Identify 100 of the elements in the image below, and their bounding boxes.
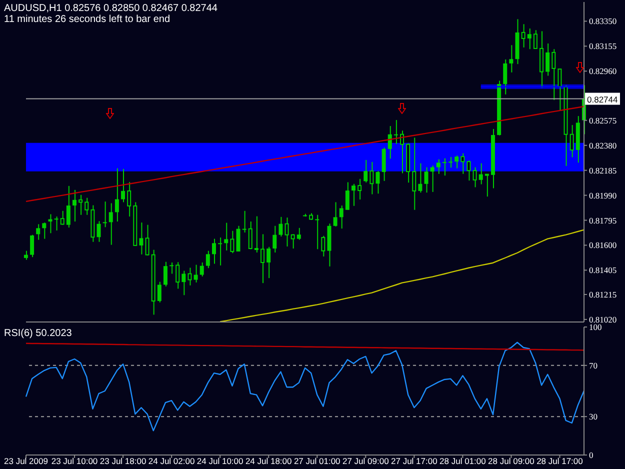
candlestick: [388, 126, 392, 160]
y-tick-label: 0: [589, 450, 594, 460]
candlestick: [121, 168, 126, 203]
candlestick: [139, 222, 144, 255]
candlestick: [321, 235, 326, 257]
candlestick: [278, 216, 283, 237]
candlestick: [248, 221, 252, 250]
y-tick-label: 0.81215: [589, 289, 617, 300]
y-tick-label: 0.82575: [589, 115, 617, 126]
y-tick-label: 0.83350: [589, 16, 617, 26]
candlestick: [163, 261, 168, 287]
candlestick: [358, 178, 362, 200]
candlestick: [206, 250, 210, 269]
candlestick: [127, 181, 132, 218]
candlestick: [339, 205, 344, 230]
candlestick: [230, 230, 234, 254]
candlestick: [102, 201, 107, 228]
candlestick: [442, 158, 446, 176]
candlestick: [36, 224, 40, 240]
candlestick: [436, 158, 440, 174]
candlestick: [30, 234, 34, 258]
y-tick-label: 0.81020: [589, 314, 617, 324]
candlestick: [509, 44, 514, 73]
x-tick-label: 24 Jul 10:00: [196, 456, 244, 466]
candlestick: [242, 210, 246, 234]
candlestick: [188, 267, 192, 286]
candlestick: [54, 216, 58, 231]
y-tick-label: 0.81795: [589, 215, 617, 226]
y-tick-label: 0.81405: [589, 265, 617, 276]
y-tick-label: 0.82960: [589, 66, 617, 76]
candlestick: [272, 225, 277, 253]
candlestick: [48, 214, 52, 234]
candlestick: [260, 234, 265, 284]
candlestick: [412, 137, 416, 210]
x-tick-label: 28 Jul 09:00: [488, 456, 535, 466]
y-tick-label: 0.82380: [589, 140, 617, 150]
candlestick: [454, 155, 459, 169]
x-tick-label: 27 Jul 17:00: [391, 456, 438, 466]
candlestick: [418, 162, 422, 194]
candlestick: [290, 234, 295, 250]
candlestick: [176, 262, 180, 290]
candlestick: [42, 222, 46, 240]
candlestick: [546, 42, 550, 76]
x-tick-label: 23 Jul 10:00: [51, 456, 98, 466]
chart-title: RSI(6) 50.2023: [4, 328, 72, 339]
candlestick: [570, 124, 574, 158]
candlestick: [527, 28, 532, 50]
candlestick: [394, 120, 398, 144]
candlestick: [333, 202, 338, 228]
candlestick: [478, 162, 483, 185]
candlestick: [254, 216, 258, 253]
x-tick-label: 28 Jul 17:00: [536, 456, 584, 466]
candlestick: [200, 262, 204, 277]
text: 11 minutes 26 seconds left to bar end: [4, 14, 172, 25]
candlestick: [460, 152, 465, 174]
candlestick: [108, 202, 113, 246]
candlestick: [430, 165, 434, 192]
x-tick-label: 24 Jul 18:00: [245, 456, 292, 466]
candlestick: [364, 159, 368, 183]
candlestick: [472, 166, 477, 188]
y-tick-label: 70: [589, 360, 598, 370]
ref-line-label: 0.82744: [587, 94, 618, 104]
y-tick-label: 30: [589, 412, 598, 422]
candlestick: [540, 30, 544, 88]
x-tick-label: 24 Jul 02:00: [148, 456, 195, 466]
x-tick-label: 27 Jul 09:00: [342, 456, 390, 466]
candlestick: [60, 210, 64, 226]
candlestick: [552, 48, 556, 101]
candlestick: [84, 197, 89, 216]
candlestick: [212, 238, 216, 264]
y-tick-label: 0.81600: [589, 240, 617, 250]
x-tick-label: 27 Jul 01:00: [294, 456, 341, 466]
candlestick: [466, 160, 471, 182]
candlestick: [424, 166, 428, 194]
line-series: [219, 229, 585, 322]
candlestick: [315, 214, 320, 250]
candlestick: [66, 185, 70, 228]
line-series: [25, 342, 585, 351]
y-tick-label: 0.83155: [589, 41, 617, 52]
candlestick: [96, 220, 101, 242]
line-series: [25, 342, 585, 432]
candlestick: [284, 217, 289, 247]
x-tick-label: 23 Jul 2009: [4, 456, 48, 466]
x-tick-label: 23 Jul 18:00: [100, 456, 146, 466]
y-tick-label: 0.81990: [589, 190, 617, 200]
candlestick: [521, 24, 526, 48]
y-tick-label: 0.82185: [589, 165, 617, 176]
candlestick: [236, 225, 240, 252]
candlestick: [376, 170, 380, 194]
candlestick: [78, 194, 83, 216]
candlestick: [351, 183, 356, 206]
candlestick: [218, 237, 222, 266]
candlestick: [157, 281, 162, 303]
candlestick: [558, 68, 562, 112]
candlestick: [484, 174, 489, 198]
candlestick: [72, 189, 76, 222]
chart-title: AUDUSD,H1 0.82576 0.82850 0.82467 0.82744: [4, 3, 218, 14]
candlestick: [182, 270, 186, 296]
candlestick: [503, 58, 508, 95]
candlestick: [400, 130, 404, 174]
